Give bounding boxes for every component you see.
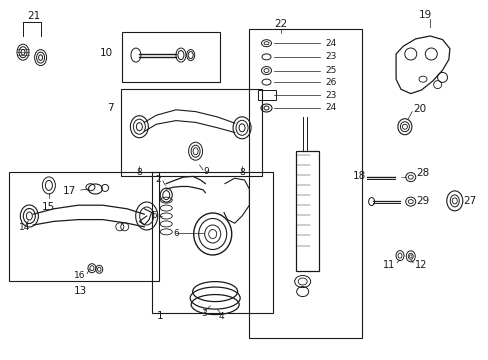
Bar <box>122 32 220 82</box>
Text: 11: 11 <box>382 260 394 270</box>
Text: 23: 23 <box>325 52 336 61</box>
Text: 20: 20 <box>412 104 426 114</box>
Text: 14: 14 <box>19 223 30 232</box>
Text: 22: 22 <box>274 19 287 30</box>
Bar <box>249 29 361 338</box>
Text: 21: 21 <box>27 11 41 21</box>
Text: 8: 8 <box>239 168 244 177</box>
Text: 8: 8 <box>136 168 142 177</box>
Text: 9: 9 <box>203 166 208 175</box>
Bar <box>257 90 275 100</box>
Text: 4: 4 <box>218 312 224 321</box>
Bar <box>9 172 159 281</box>
Text: 27: 27 <box>462 196 475 206</box>
Text: 24: 24 <box>325 104 336 112</box>
Bar <box>121 89 261 176</box>
Text: 17: 17 <box>62 186 76 196</box>
Text: 25: 25 <box>325 66 336 75</box>
Bar <box>151 172 272 313</box>
Text: 6: 6 <box>173 230 179 238</box>
Text: 23: 23 <box>325 91 336 100</box>
Text: 12: 12 <box>414 260 426 270</box>
Text: 28: 28 <box>416 168 429 178</box>
Text: 18: 18 <box>352 171 365 181</box>
Text: 19: 19 <box>418 10 431 20</box>
Text: 29: 29 <box>416 196 429 206</box>
Text: 3: 3 <box>201 309 207 318</box>
Text: 5: 5 <box>151 211 157 220</box>
Text: 2: 2 <box>155 175 161 184</box>
Text: 1: 1 <box>156 311 163 321</box>
Text: 7: 7 <box>107 103 114 113</box>
Text: 26: 26 <box>325 77 336 86</box>
Text: 10: 10 <box>99 48 112 58</box>
Text: 16: 16 <box>74 271 85 280</box>
Text: 15: 15 <box>42 202 56 212</box>
Text: 13: 13 <box>74 286 87 296</box>
Bar <box>295 151 318 271</box>
Text: 24: 24 <box>325 39 336 48</box>
